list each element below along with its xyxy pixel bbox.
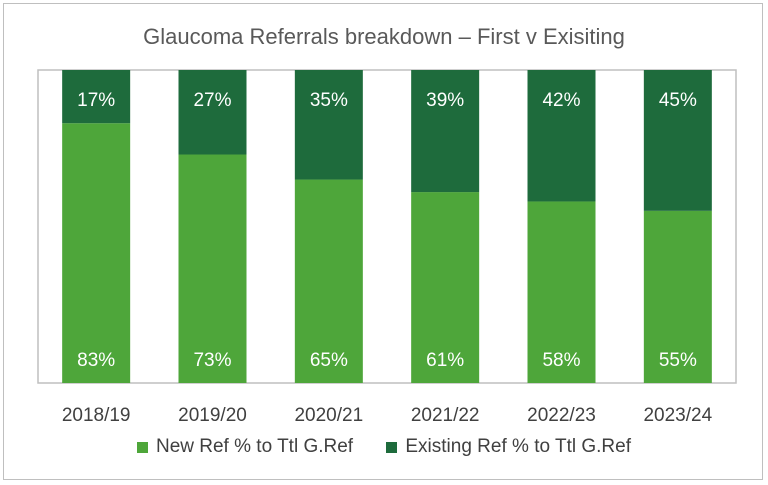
bar-new-ref-2 — [294, 179, 363, 383]
bar-existing-ref-2 — [294, 70, 363, 180]
data-label-new-ref-3: 61% — [426, 350, 464, 371]
x-tick-label-0: 2018/19 — [62, 405, 131, 426]
legend-swatch-new-ref — [136, 441, 148, 453]
data-label-existing-ref-3: 39% — [426, 90, 464, 111]
legend-label-existing-ref: Existing Ref % to Ttl G.Ref — [405, 436, 631, 457]
data-label-new-ref-5: 55% — [659, 350, 697, 371]
data-label-existing-ref-1: 27% — [193, 90, 231, 111]
data-label-new-ref-0: 83% — [77, 350, 115, 371]
data-label-existing-ref-4: 42% — [542, 90, 580, 111]
legend-swatch-existing-ref — [386, 441, 398, 453]
bar-existing-ref-5 — [643, 70, 712, 211]
x-tick-label-1: 2019/20 — [178, 405, 247, 426]
legend: New Ref % to Ttl G.Ref Existing Ref % to… — [0, 436, 768, 459]
legend-label-new-ref: New Ref % to Ttl G.Ref — [155, 436, 354, 457]
x-tick-label-2: 2020/21 — [294, 405, 363, 426]
x-tick-label-5: 2023/24 — [643, 405, 712, 426]
data-label-new-ref-4: 58% — [542, 350, 580, 371]
data-label-existing-ref-0: 17% — [77, 90, 115, 111]
data-label-new-ref-1: 73% — [193, 350, 231, 371]
data-label-existing-ref-2: 35% — [310, 90, 348, 111]
bar-existing-ref-1 — [178, 70, 247, 155]
plot-area-border — [37, 69, 737, 384]
data-label-new-ref-2: 65% — [310, 350, 348, 371]
bar-existing-ref-0 — [62, 70, 131, 124]
x-tick-label-3: 2021/22 — [411, 405, 480, 426]
bar-new-ref-1 — [178, 154, 247, 383]
legend-item-existing-ref: Existing Ref % to Ttl G.Ref — [386, 436, 631, 458]
data-label-existing-ref-5: 45% — [659, 90, 697, 111]
bar-new-ref-3 — [411, 192, 480, 383]
bar-new-ref-5 — [643, 210, 712, 383]
bar-new-ref-0 — [62, 123, 131, 384]
legend-item-new-ref: New Ref % to Ttl G.Ref — [136, 436, 354, 458]
x-tick-label-4: 2022/23 — [527, 405, 596, 426]
bar-existing-ref-3 — [411, 70, 480, 193]
bar-existing-ref-4 — [527, 70, 596, 202]
chart-title: Glaucoma Referrals breakdown – First v E… — [143, 24, 625, 49]
bar-new-ref-4 — [527, 201, 596, 383]
